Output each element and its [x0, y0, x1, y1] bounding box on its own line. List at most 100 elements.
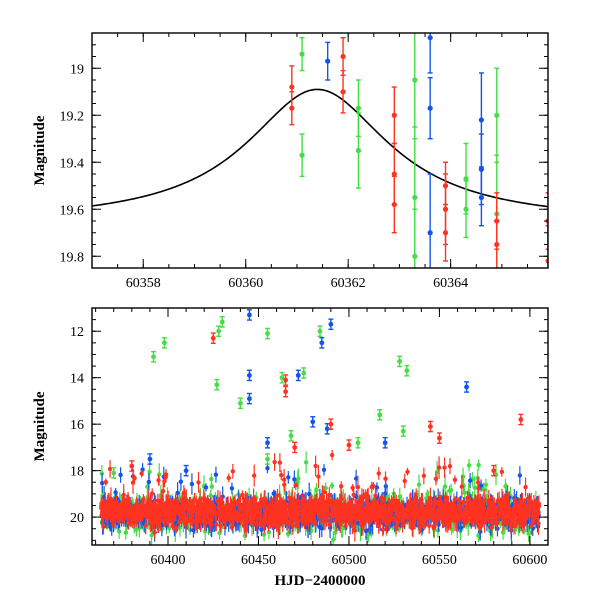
green-data-point	[147, 464, 152, 480]
green-data-point	[463, 180, 469, 239]
red-data-point	[482, 489, 487, 512]
red-data-point	[519, 508, 525, 524]
axes-frame	[91, 32, 549, 269]
red-data-point	[317, 503, 322, 520]
green-data-point	[503, 479, 508, 494]
red-data-point	[363, 516, 368, 525]
red-data-point	[289, 91, 295, 126]
red-data-point	[419, 492, 424, 508]
red-data-point	[369, 499, 374, 509]
red-data-point	[536, 495, 542, 513]
red-data-point	[443, 491, 448, 509]
red-data-point	[358, 505, 363, 524]
green-outlier-point	[151, 350, 157, 363]
red-data-point	[192, 492, 197, 507]
red-data-point	[376, 467, 381, 480]
red-data-point	[381, 506, 386, 514]
red-data-point	[128, 503, 133, 527]
red-data-point	[475, 509, 481, 523]
green-outlier-point	[377, 409, 383, 421]
red-data-point	[391, 175, 397, 234]
red-data-point	[494, 220, 500, 268]
green-outlier-point	[317, 325, 323, 338]
red-data-point	[426, 517, 432, 534]
red-data-point	[238, 505, 243, 525]
red-data-point	[287, 513, 292, 534]
red-data-point	[222, 514, 227, 530]
red-data-point	[280, 510, 285, 532]
y-tick-label: 19.4	[60, 156, 85, 171]
red-data-point	[190, 501, 195, 515]
red-data-point	[272, 453, 277, 471]
red-data-point	[105, 497, 111, 511]
y-tick-label: 20	[70, 511, 84, 526]
red-data-point	[462, 508, 468, 528]
blue-data-point	[467, 473, 473, 489]
y-tick-label: 19.8	[60, 250, 85, 265]
red-outlier-point	[328, 418, 334, 430]
red-data-point	[455, 512, 461, 522]
top-panel: 60358 60360 60362 60364 19 19.2 19.4 19.6 19.8 Ma…	[32, 32, 549, 291]
blue-outlier-point	[382, 436, 388, 449]
red-data-point	[536, 512, 541, 535]
red-data-point	[308, 504, 313, 523]
red-outlier-point	[491, 464, 497, 477]
red-data-point	[355, 475, 361, 499]
red-data-point	[532, 502, 538, 513]
blue-data-point	[118, 467, 123, 483]
green-outlier-point	[404, 364, 410, 377]
red-data-point	[339, 514, 344, 526]
red-data-point	[436, 499, 441, 509]
red-data-point	[260, 497, 266, 507]
red-data-point	[365, 498, 370, 521]
green-data-point	[416, 474, 422, 495]
red-data-point	[394, 519, 399, 535]
blue-data-point	[325, 41, 331, 81]
red-data-point	[513, 493, 518, 513]
red-data-point	[333, 502, 339, 517]
red-data-point	[285, 506, 291, 518]
red-data-point	[350, 484, 355, 492]
red-data-point	[501, 495, 506, 504]
green-outlier-point	[214, 378, 220, 391]
red-data-point	[442, 203, 449, 262]
red-data-point	[380, 522, 385, 537]
red-data-point	[195, 509, 201, 519]
red-data-point	[343, 502, 348, 526]
red-data-point	[326, 497, 331, 509]
green-data-point	[462, 486, 467, 500]
red-data-point	[230, 463, 236, 479]
red-data-point	[508, 514, 514, 535]
red-data-point	[371, 510, 377, 521]
red-data-point	[447, 458, 453, 475]
red-baseline-points	[99, 449, 542, 542]
red-data-point	[203, 496, 208, 507]
red-data-point	[529, 516, 534, 535]
blue-data-point	[203, 483, 209, 492]
red-data-point	[340, 37, 346, 77]
plot-area	[92, 33, 548, 268]
red-data-point	[214, 517, 219, 532]
red-data-point	[235, 509, 240, 531]
red-data-point	[391, 495, 396, 512]
red-data-point	[356, 498, 361, 516]
red-data-point	[452, 475, 458, 485]
red-data-point	[510, 515, 515, 526]
red-data-point	[316, 465, 321, 489]
red-data-point	[252, 464, 257, 487]
blue-outlier-point	[295, 369, 301, 382]
x-tick-label: 60550	[422, 553, 457, 568]
y-tick-label: 19.2	[60, 109, 85, 124]
red-data-point	[224, 507, 229, 521]
red-data-point	[477, 497, 482, 516]
red-outlier-point	[129, 460, 135, 472]
red-data-point	[262, 514, 267, 534]
red-data-point	[288, 500, 293, 511]
red-data-point	[374, 513, 379, 527]
red-data-point	[402, 473, 407, 489]
red-data-point	[132, 516, 137, 525]
blue-data-point	[427, 173, 433, 268]
red-outlier-point	[210, 332, 216, 345]
red-data-point	[143, 516, 148, 535]
